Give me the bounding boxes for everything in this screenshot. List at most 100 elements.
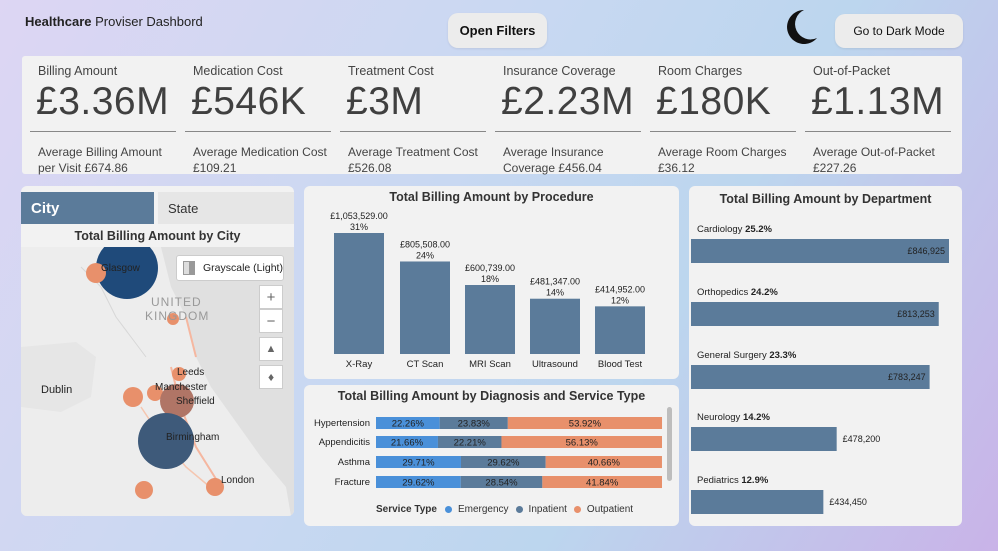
diagnosis-segment-label: 23.83%	[458, 419, 491, 430]
map-label-united: UNITED	[151, 295, 202, 309]
kpi-label: Medication Cost	[193, 64, 283, 78]
map-label-birmingham: Birmingham	[166, 432, 220, 443]
zoom-in-button[interactable]: +	[259, 285, 283, 309]
city-map-panel: City State Total Billing Amount by City …	[21, 186, 294, 516]
diagnosis-segment	[545, 456, 662, 468]
diagnosis-segment	[376, 436, 438, 448]
map-label-kingdom: KINGDOM	[145, 309, 210, 323]
diagnosis-category-label: Appendicitis	[319, 437, 370, 448]
diagnosis-chart-title: Total Billing Amount by Diagnosis and Se…	[337, 389, 646, 403]
kpi-divider	[340, 131, 486, 132]
procedure-value-label: £481,347.00	[530, 277, 580, 287]
procedure-value-label: £1,053,529.00	[330, 211, 388, 221]
diagnosis-segment-label: 22.21%	[454, 438, 487, 449]
procedure-percent-label: 24%	[416, 250, 434, 260]
procedure-bar	[400, 261, 450, 354]
diagnosis-category-label: Asthma	[338, 457, 371, 468]
procedure-bar	[595, 306, 645, 354]
department-label: Neurology 14.2%	[697, 412, 770, 423]
kpi-value: £3M	[346, 80, 424, 123]
map-label-manchester: Manchester	[155, 382, 208, 393]
kpi-card: Billing Amount £3.36M Average Billing Amou…	[26, 58, 176, 175]
tab-city[interactable]: City	[21, 192, 154, 224]
kpi-average: Average Medication Cost £109.21	[193, 145, 327, 175]
procedure-percent-label: 18%	[481, 274, 499, 284]
service-type-legend: Service Type Emergency Inpatient Outpati…	[376, 504, 634, 515]
department-bar	[691, 302, 939, 326]
procedure-percent-label: 31%	[350, 222, 368, 232]
diagnosis-chart-panel: Total Billing Amount by Diagnosis and Se…	[304, 385, 679, 526]
map-label-leeds: Leeds	[177, 367, 205, 378]
procedure-category-label: Blood Test	[598, 359, 643, 370]
procedure-percent-label: 12%	[611, 295, 629, 305]
kpi-value: £1.13M	[811, 80, 945, 123]
diagnosis-segment-label: 41.84%	[586, 478, 619, 489]
moon-icon[interactable]	[782, 8, 818, 46]
legend-emergency-dot	[444, 506, 452, 513]
procedure-category-label: MRI Scan	[469, 359, 511, 370]
department-chart-panel: Total Billing Amount by Department Cardi…	[689, 186, 962, 526]
tilt-icon[interactable]: ▲	[259, 337, 283, 361]
department-bar	[691, 490, 824, 514]
department-bar	[691, 239, 949, 263]
kpi-card: Out-of-Packet £1.13M Average Out-of-Packet…	[801, 58, 951, 175]
diagnosis-segment-label: 29.71%	[402, 458, 435, 469]
kpi-average: Average Insurance Coverage £456.04	[503, 145, 604, 175]
kpi-value: £2.23M	[501, 80, 635, 123]
procedure-category-label: X-Ray	[346, 359, 373, 370]
kpi-card: Insurance Coverage £2.23M Average Insuranc…	[491, 58, 641, 175]
map-label-sheffield: Sheffield	[176, 396, 215, 407]
diagnosis-category-label: Hypertension	[314, 418, 370, 429]
department-value-label: £478,200	[843, 434, 881, 444]
diagnosis-chart: Hypertension 22.26% 23.83% 53.92% Appendicit…	[314, 417, 663, 489]
map-title: Total Billing Amount by City	[74, 229, 241, 243]
zoom-out-button[interactable]: −	[259, 309, 283, 333]
diagnosis-segment	[439, 417, 508, 429]
kpi-label: Room Charges	[658, 64, 743, 78]
diagnosis-segment-label: 53.92%	[569, 419, 602, 430]
diagnosis-segment	[437, 436, 502, 448]
procedure-chart-title: Total Billing Amount by Procedure	[389, 190, 594, 204]
kpi-average: Average Room Charges £36.12	[658, 145, 787, 175]
procedure-value-label: £414,952.00	[595, 284, 645, 294]
diagnosis-segment	[542, 476, 662, 488]
diagnosis-segment-label: 21.66%	[391, 438, 424, 449]
department-chart: Cardiology 25.2% £846,925 Orthopedics 24.2…	[691, 224, 949, 514]
kpi-card: Medication Cost £546K Average Medication C…	[181, 58, 331, 175]
kpi-divider	[185, 131, 331, 132]
department-label: Orthopedics 24.2%	[697, 287, 778, 298]
procedure-bar	[530, 298, 580, 354]
kpi-average: Average Billing Amount per Visit £674.86	[38, 145, 162, 175]
procedure-value-label: £805,508.00	[400, 239, 450, 249]
procedure-category-label: Ultrasound	[532, 359, 578, 370]
department-bar	[691, 427, 837, 451]
open-filters-button[interactable]: Open Filters	[448, 13, 547, 48]
city-map[interactable]: Grayscale (Light) + − ▲ ♦ Glasgow UNITED…	[21, 247, 294, 516]
kpi-value: £3.36M	[36, 80, 170, 123]
diagnosis-segment	[376, 476, 461, 488]
kpi-label: Out-of-Packet	[813, 64, 891, 78]
diagnosis-segment-label: 29.62%	[402, 478, 435, 489]
diagnosis-segment-label: 40.66%	[588, 458, 621, 469]
legend-inpatient-dot	[515, 506, 523, 513]
kpi-average: Average Out-of-Packet £227.26	[813, 145, 935, 175]
department-value-label: £783,247	[888, 372, 926, 382]
kpi-average: Average Treatment Cost £526.08	[348, 145, 478, 175]
map-style-button[interactable]: Grayscale (Light)	[176, 255, 284, 281]
diagnosis-segment-label: 29.62%	[487, 458, 520, 469]
department-bar	[691, 365, 930, 389]
map-style-swatch	[183, 261, 195, 275]
kpi-card: Room Charges £180K Average Room Charges £3…	[646, 58, 796, 175]
dark-mode-button[interactable]: Go to Dark Mode	[835, 14, 963, 48]
diagnosis-segment	[376, 417, 440, 429]
compass-icon[interactable]: ♦	[259, 365, 283, 389]
diagnosis-segment-label: 22.26%	[392, 419, 425, 430]
map-label-glasgow: Glasgow	[101, 263, 140, 274]
map-label-dublin: Dublin	[41, 384, 73, 396]
procedure-percent-label: 14%	[546, 288, 564, 298]
department-label: Cardiology 25.2%	[697, 224, 773, 235]
diagnosis-scrollbar[interactable]	[667, 407, 672, 481]
dashboard-title: Healthcare Proviser Dashbord	[25, 14, 203, 29]
tab-state[interactable]: State	[158, 192, 294, 224]
